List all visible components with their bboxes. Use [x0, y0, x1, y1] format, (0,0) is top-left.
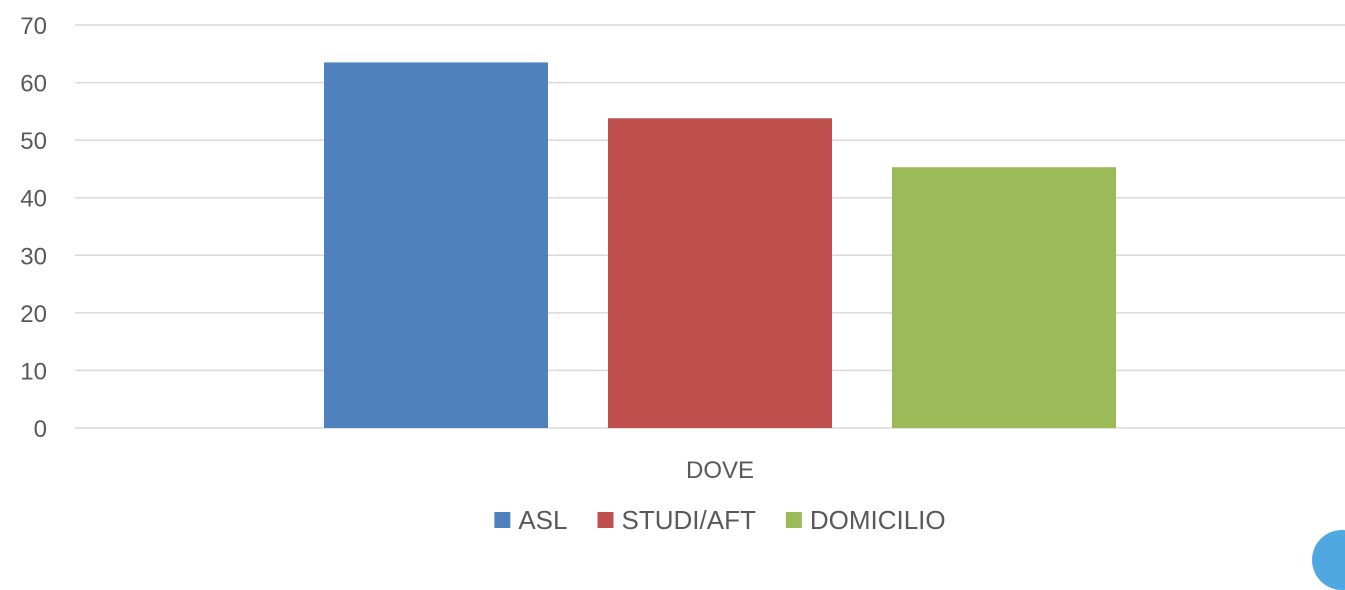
bar-domicilio: [892, 167, 1116, 429]
legend: ASL STUDI/AFT DOMICILIO: [494, 505, 946, 535]
y-tick-label-60: 60: [20, 71, 47, 98]
legend-label-domicilio: DOMICILIO: [810, 505, 946, 535]
y-tick-label-50: 50: [20, 128, 47, 155]
y-tick-label-20: 20: [20, 301, 47, 328]
bar-asl: [324, 62, 548, 429]
legend-label-studi-aft: STUDI/AFT: [622, 505, 756, 535]
y-tick-label-40: 40: [20, 186, 47, 213]
y-tick-label-0: 0: [34, 416, 47, 443]
y-axis-tick-labels: 0 10 20 30 40 50 60 70: [20, 13, 47, 443]
bar-studi-aft: [608, 118, 832, 428]
bar-chart: 0 10 20 30 40 50 60 70 DOVE ASL STUDI/AFT DOMICIL…: [20, 13, 1345, 535]
legend-swatch-asl: [494, 512, 511, 528]
x-axis-category-labels: DOVE: [686, 457, 754, 484]
x-category-label: DOVE: [686, 457, 754, 484]
legend-swatch-domicilio: [785, 512, 802, 528]
y-tick-label-10: 10: [20, 358, 47, 385]
y-tick-label-30: 30: [20, 243, 47, 270]
bars: [324, 62, 1116, 429]
legend-label-asl: ASL: [518, 505, 567, 535]
legend-swatch-studi-aft: [597, 512, 614, 528]
y-tick-label-70: 70: [20, 13, 47, 40]
